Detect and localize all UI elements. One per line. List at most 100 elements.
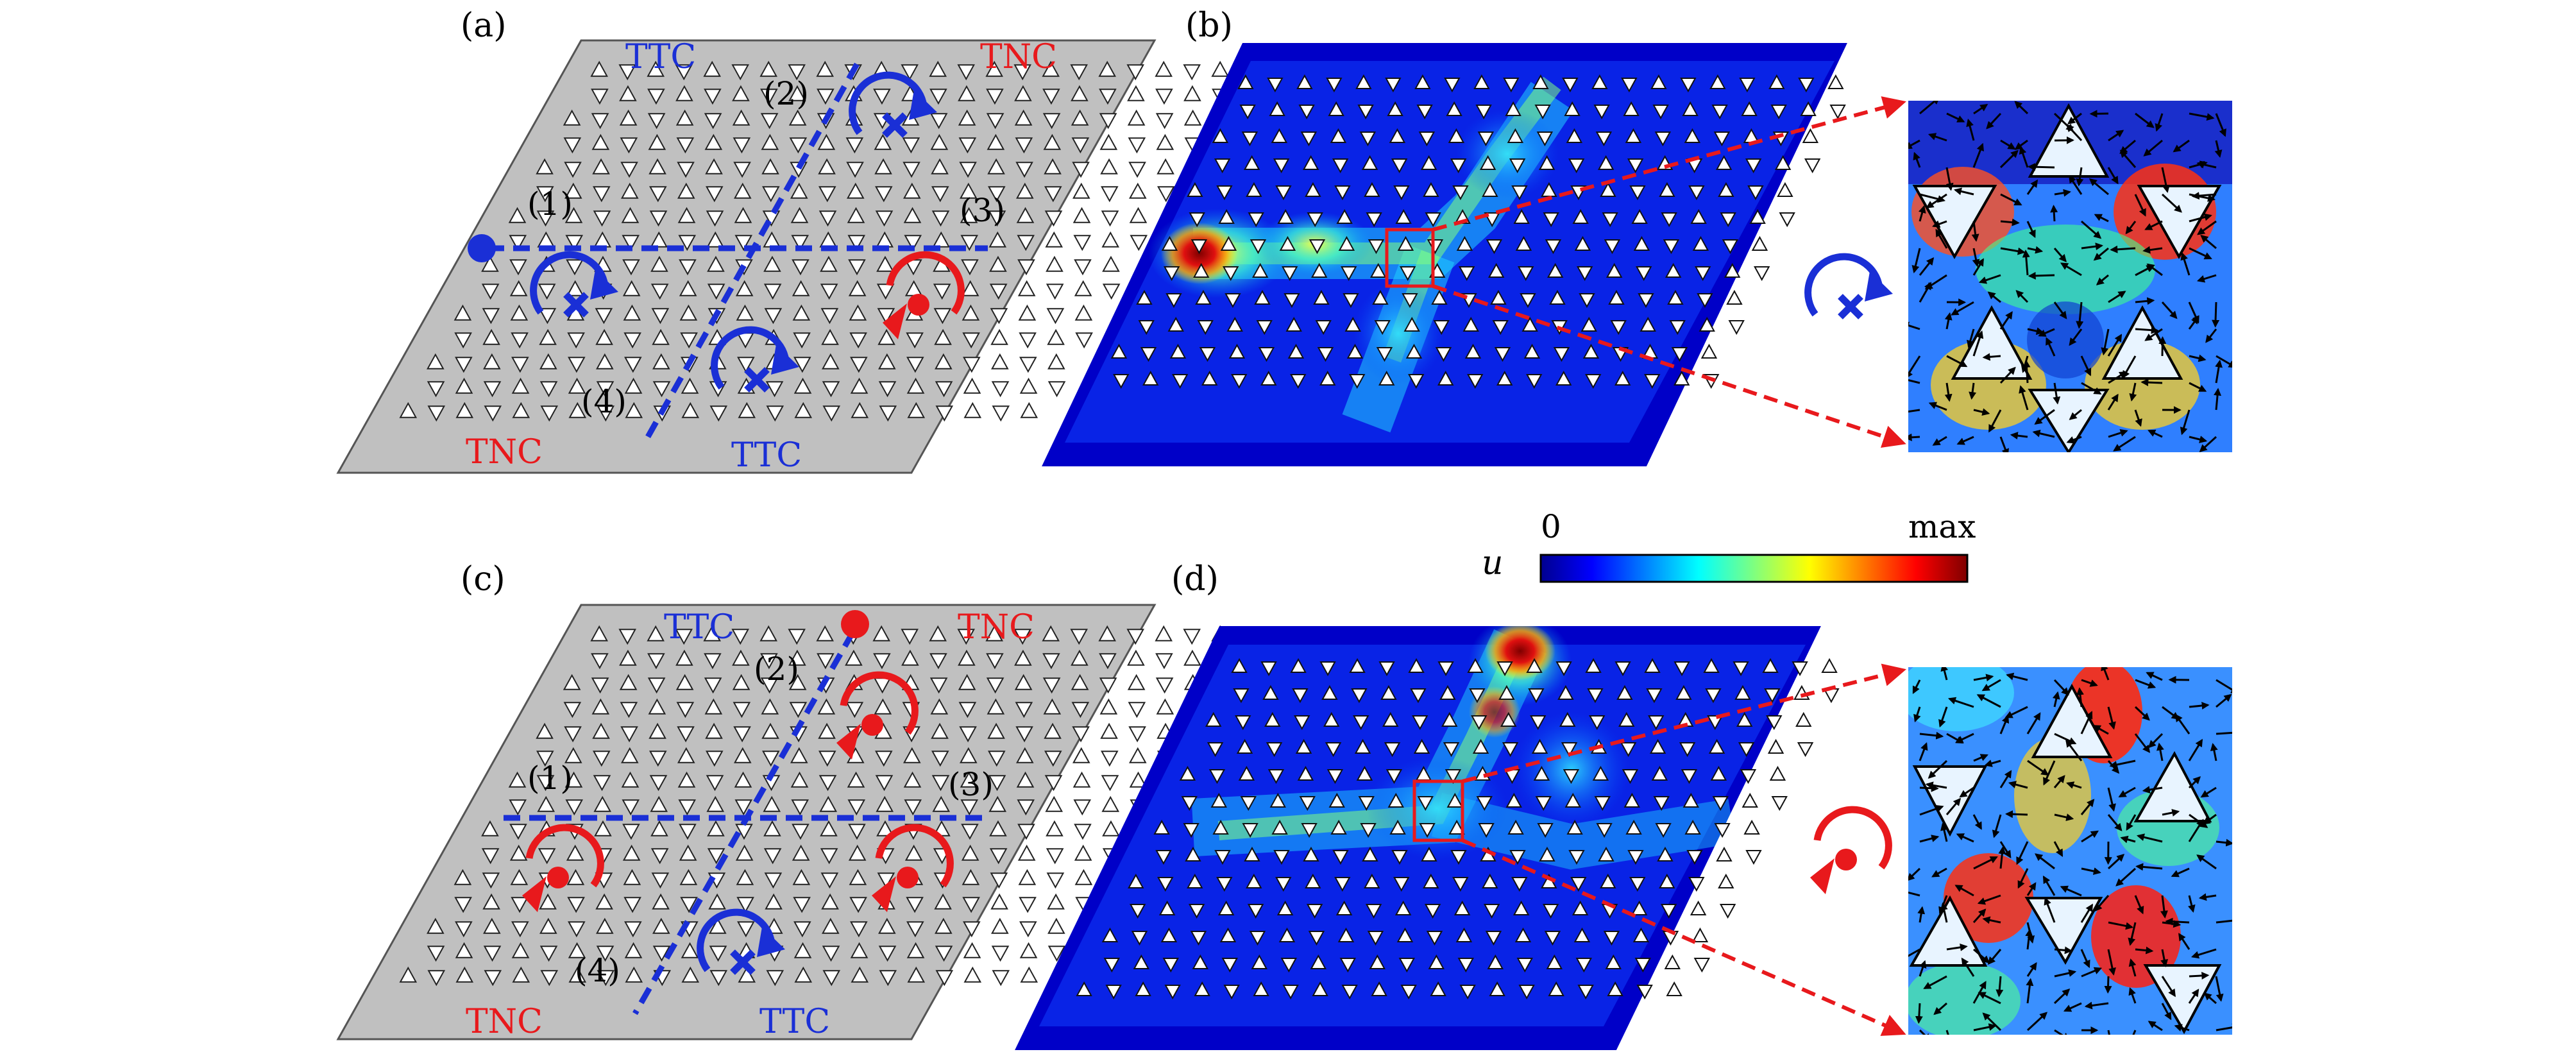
hole-triangle [1385, 769, 1403, 785]
hole-triangle [427, 405, 446, 422]
field-vector-arrow [1928, 133, 1947, 142]
hole-triangle [848, 844, 867, 861]
field-vector-arrow [2174, 713, 2190, 734]
field-vector-arrow [2188, 776, 2201, 789]
hole-triangle [1046, 820, 1063, 836]
hole-triangle [647, 625, 665, 641]
field-vector-arrow [1940, 902, 1948, 923]
hole-triangle [1535, 796, 1552, 811]
field-vector-arrow [2196, 160, 2217, 169]
hole-triangle [1743, 819, 1760, 835]
hole-triangle [1435, 347, 1452, 362]
hole-triangle [1602, 212, 1618, 228]
hole-triangle [1127, 85, 1145, 101]
hole-triangle [709, 405, 728, 422]
hole-triangle [566, 869, 585, 885]
hole-triangle [876, 820, 894, 836]
hole-triangle [1482, 873, 1498, 888]
field-vector-arrow [2053, 841, 2063, 858]
field-vector-arrow [1971, 221, 1979, 242]
field-vector-arrow [2215, 359, 2223, 384]
hole-triangle [1305, 182, 1321, 197]
hole-triangle [1423, 873, 1439, 888]
hole-triangle [1042, 677, 1061, 694]
hole-triangle [1766, 715, 1783, 731]
hole-triangle [1223, 266, 1239, 282]
hole-triangle [1335, 900, 1353, 915]
hole-triangle [1361, 155, 1378, 170]
hole-triangle [931, 775, 950, 792]
cw-rotation-icon-a-bottom [711, 326, 799, 393]
field-vector-arrow [1919, 804, 1944, 816]
field-vector-arrow [1919, 731, 1944, 740]
hole-triangle [850, 921, 868, 938]
hole-triangle [1546, 954, 1563, 969]
field-vector-arrow [2026, 1012, 2048, 1031]
hole-triangle [1485, 931, 1502, 946]
hole-triangle [1416, 105, 1433, 120]
hole-triangle [1042, 60, 1060, 77]
field-vector-arrow [1992, 814, 2002, 838]
field-vector-arrow [2148, 733, 2164, 749]
hole-triangle [680, 332, 698, 349]
hole-triangle [1312, 981, 1328, 996]
hole-triangle [1768, 74, 1785, 89]
hole-triangle [563, 702, 582, 718]
hole-triangle [481, 820, 499, 836]
hole-triangle [591, 113, 609, 130]
hole-triangle [1553, 347, 1570, 362]
hole-triangle [735, 844, 754, 861]
hole-triangle [591, 677, 609, 694]
field-vector-arrow [2108, 921, 2134, 930]
hole-triangle [1456, 235, 1473, 251]
hole-triangle [1821, 658, 1838, 673]
hole-triangle [1644, 374, 1661, 389]
hole-triangle [761, 722, 779, 739]
hole-triangle [1253, 981, 1269, 996]
hole-triangle [1537, 823, 1554, 838]
field-vector-arrow [2188, 819, 2204, 842]
hole-triangle [1364, 182, 1380, 197]
field-vector-arrow [2000, 247, 2026, 255]
field-vector-arrow [2205, 328, 2217, 343]
hole-triangle [1467, 374, 1484, 389]
hole-triangle [595, 328, 613, 345]
hole-triangle [1570, 877, 1587, 892]
hole-triangle [763, 284, 782, 300]
field-vector-arrow [2188, 738, 2203, 761]
hole-triangle [1212, 128, 1229, 143]
hole-triangle [619, 109, 638, 126]
hole-triangle [1548, 981, 1564, 996]
hole-triangle [675, 85, 693, 101]
hole-triangle [1568, 158, 1585, 174]
hole-triangle [1562, 78, 1579, 93]
field-vector-arrow [1999, 310, 2013, 330]
hole-triangle [1473, 74, 1490, 89]
hole-triangle [1128, 726, 1146, 743]
path-label-c-4: (4) [575, 952, 620, 989]
hole-triangle [765, 381, 784, 398]
field-vector-arrow [1984, 760, 2001, 767]
colorbar-gradient [1539, 554, 1969, 583]
hole-triangle [1445, 769, 1462, 785]
colorbar-max-label: max [1908, 508, 1976, 545]
hole-triangle [958, 649, 976, 666]
hole-triangle [1829, 105, 1846, 120]
hole-triangle [593, 775, 611, 792]
hole-triangle [1183, 823, 1199, 838]
field-vector-arrow [2214, 387, 2222, 411]
hole-triangle [904, 799, 922, 816]
hole-triangle [1042, 89, 1060, 105]
hole-triangle [1681, 769, 1698, 785]
field-vector-arrow [2128, 987, 2137, 1004]
hole-triangle [565, 799, 584, 816]
hole-triangle [1636, 266, 1652, 282]
field-vector-arrow [2080, 799, 2095, 815]
field-vector-arrow [2107, 787, 2116, 812]
hole-triangle [511, 897, 529, 913]
hole-triangle [792, 869, 811, 885]
hole-triangle [620, 726, 638, 743]
field-vector-arrow [2135, 679, 2157, 689]
hole-triangle [1292, 688, 1309, 704]
hole-triangle [789, 702, 808, 718]
